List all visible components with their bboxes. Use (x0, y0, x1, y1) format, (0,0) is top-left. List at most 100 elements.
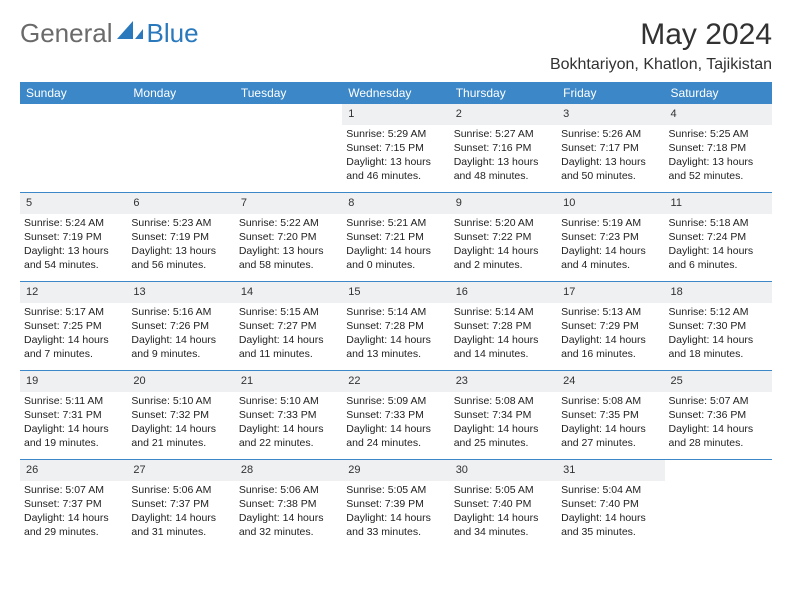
day-body: Sunrise: 5:19 AMSunset: 7:23 PMDaylight:… (557, 216, 664, 277)
day-cell: 22Sunrise: 5:09 AMSunset: 7:33 PMDayligh… (342, 371, 449, 459)
brand-logo: General Blue (20, 18, 199, 49)
sunrise-text: Sunrise: 5:29 AM (346, 127, 445, 141)
month-title: May 2024 (550, 18, 772, 52)
day-body: Sunrise: 5:07 AMSunset: 7:36 PMDaylight:… (665, 394, 772, 455)
day-number: 28 (235, 460, 342, 481)
sunset-text: Sunset: 7:38 PM (239, 497, 338, 511)
sunset-text: Sunset: 7:25 PM (24, 319, 123, 333)
day-number: 24 (557, 371, 664, 392)
day-number: 21 (235, 371, 342, 392)
sunrise-text: Sunrise: 5:25 AM (669, 127, 768, 141)
day-number: 5 (20, 193, 127, 214)
day-cell: 24Sunrise: 5:08 AMSunset: 7:35 PMDayligh… (557, 371, 664, 459)
daylight-text: Daylight: 14 hours and 11 minutes. (239, 333, 338, 361)
day-body: Sunrise: 5:09 AMSunset: 7:33 PMDaylight:… (342, 394, 449, 455)
day-body: Sunrise: 5:25 AMSunset: 7:18 PMDaylight:… (665, 127, 772, 188)
day-number: 15 (342, 282, 449, 303)
day-cell: 18Sunrise: 5:12 AMSunset: 7:30 PMDayligh… (665, 282, 772, 370)
daylight-text: Daylight: 14 hours and 7 minutes. (24, 333, 123, 361)
title-block: May 2024 Bokhtariyon, Khatlon, Tajikista… (550, 18, 772, 74)
day-number: 12 (20, 282, 127, 303)
daylight-text: Daylight: 14 hours and 2 minutes. (454, 244, 553, 272)
daylight-text: Daylight: 14 hours and 6 minutes. (669, 244, 768, 272)
sunset-text: Sunset: 7:24 PM (669, 230, 768, 244)
week-row: 26Sunrise: 5:07 AMSunset: 7:37 PMDayligh… (20, 459, 772, 548)
sunrise-text: Sunrise: 5:06 AM (239, 483, 338, 497)
day-cell: 15Sunrise: 5:14 AMSunset: 7:28 PMDayligh… (342, 282, 449, 370)
sunset-text: Sunset: 7:19 PM (131, 230, 230, 244)
day-body: Sunrise: 5:10 AMSunset: 7:33 PMDaylight:… (235, 394, 342, 455)
location-text: Bokhtariyon, Khatlon, Tajikistan (550, 56, 772, 74)
day-body: Sunrise: 5:18 AMSunset: 7:24 PMDaylight:… (665, 216, 772, 277)
sunset-text: Sunset: 7:37 PM (24, 497, 123, 511)
sunset-text: Sunset: 7:35 PM (561, 408, 660, 422)
daylight-text: Daylight: 14 hours and 0 minutes. (346, 244, 445, 272)
sunset-text: Sunset: 7:34 PM (454, 408, 553, 422)
day-body: Sunrise: 5:07 AMSunset: 7:37 PMDaylight:… (20, 483, 127, 544)
sunset-text: Sunset: 7:19 PM (24, 230, 123, 244)
day-cell: 7Sunrise: 5:22 AMSunset: 7:20 PMDaylight… (235, 193, 342, 281)
page-root: General Blue May 2024 Bokhtariyon, Khatl… (0, 0, 792, 548)
daylight-text: Daylight: 14 hours and 18 minutes. (669, 333, 768, 361)
day-cell: 8Sunrise: 5:21 AMSunset: 7:21 PMDaylight… (342, 193, 449, 281)
sunrise-text: Sunrise: 5:07 AM (24, 483, 123, 497)
day-number: 16 (450, 282, 557, 303)
sunset-text: Sunset: 7:16 PM (454, 141, 553, 155)
day-cell (665, 460, 772, 548)
day-body: Sunrise: 5:22 AMSunset: 7:20 PMDaylight:… (235, 216, 342, 277)
day-cell: 19Sunrise: 5:11 AMSunset: 7:31 PMDayligh… (20, 371, 127, 459)
sunset-text: Sunset: 7:40 PM (454, 497, 553, 511)
daylight-text: Daylight: 14 hours and 9 minutes. (131, 333, 230, 361)
day-cell: 23Sunrise: 5:08 AMSunset: 7:34 PMDayligh… (450, 371, 557, 459)
sunset-text: Sunset: 7:33 PM (346, 408, 445, 422)
brand-general-text: General (20, 18, 113, 49)
day-body: Sunrise: 5:14 AMSunset: 7:28 PMDaylight:… (342, 305, 449, 366)
calendar: Sunday Monday Tuesday Wednesday Thursday… (20, 82, 772, 548)
day-cell: 10Sunrise: 5:19 AMSunset: 7:23 PMDayligh… (557, 193, 664, 281)
day-number: 8 (342, 193, 449, 214)
day-cell: 16Sunrise: 5:14 AMSunset: 7:28 PMDayligh… (450, 282, 557, 370)
sunset-text: Sunset: 7:17 PM (561, 141, 660, 155)
day-cell (127, 104, 234, 192)
daylight-text: Daylight: 14 hours and 34 minutes. (454, 511, 553, 539)
day-number: 14 (235, 282, 342, 303)
sunrise-text: Sunrise: 5:22 AM (239, 216, 338, 230)
day-number: 30 (450, 460, 557, 481)
day-body: Sunrise: 5:06 AMSunset: 7:38 PMDaylight:… (235, 483, 342, 544)
day-body: Sunrise: 5:08 AMSunset: 7:34 PMDaylight:… (450, 394, 557, 455)
day-header-sun: Sunday (20, 82, 127, 104)
daylight-text: Daylight: 14 hours and 28 minutes. (669, 422, 768, 450)
sunrise-text: Sunrise: 5:24 AM (24, 216, 123, 230)
sunset-text: Sunset: 7:21 PM (346, 230, 445, 244)
day-body: Sunrise: 5:11 AMSunset: 7:31 PMDaylight:… (20, 394, 127, 455)
sunset-text: Sunset: 7:32 PM (131, 408, 230, 422)
day-body: Sunrise: 5:04 AMSunset: 7:40 PMDaylight:… (557, 483, 664, 544)
day-number: 3 (557, 104, 664, 125)
day-cell: 21Sunrise: 5:10 AMSunset: 7:33 PMDayligh… (235, 371, 342, 459)
day-cell: 17Sunrise: 5:13 AMSunset: 7:29 PMDayligh… (557, 282, 664, 370)
daylight-text: Daylight: 13 hours and 50 minutes. (561, 155, 660, 183)
daylight-text: Daylight: 14 hours and 13 minutes. (346, 333, 445, 361)
daylight-text: Daylight: 14 hours and 27 minutes. (561, 422, 660, 450)
sunrise-text: Sunrise: 5:14 AM (454, 305, 553, 319)
sunrise-text: Sunrise: 5:11 AM (24, 394, 123, 408)
day-body: Sunrise: 5:10 AMSunset: 7:32 PMDaylight:… (127, 394, 234, 455)
day-header-mon: Monday (127, 82, 234, 104)
day-body: Sunrise: 5:24 AMSunset: 7:19 PMDaylight:… (20, 216, 127, 277)
daylight-text: Daylight: 14 hours and 21 minutes. (131, 422, 230, 450)
day-body: Sunrise: 5:06 AMSunset: 7:37 PMDaylight:… (127, 483, 234, 544)
daylight-text: Daylight: 14 hours and 25 minutes. (454, 422, 553, 450)
day-cell: 6Sunrise: 5:23 AMSunset: 7:19 PMDaylight… (127, 193, 234, 281)
brand-sail-icon (117, 21, 143, 46)
sunrise-text: Sunrise: 5:16 AM (131, 305, 230, 319)
sunrise-text: Sunrise: 5:04 AM (561, 483, 660, 497)
day-number: 19 (20, 371, 127, 392)
day-body: Sunrise: 5:16 AMSunset: 7:26 PMDaylight:… (127, 305, 234, 366)
sunrise-text: Sunrise: 5:15 AM (239, 305, 338, 319)
daylight-text: Daylight: 14 hours and 22 minutes. (239, 422, 338, 450)
sunrise-text: Sunrise: 5:07 AM (669, 394, 768, 408)
weeks-container: 1Sunrise: 5:29 AMSunset: 7:15 PMDaylight… (20, 104, 772, 548)
day-body: Sunrise: 5:14 AMSunset: 7:28 PMDaylight:… (450, 305, 557, 366)
day-cell: 2Sunrise: 5:27 AMSunset: 7:16 PMDaylight… (450, 104, 557, 192)
day-cell (235, 104, 342, 192)
